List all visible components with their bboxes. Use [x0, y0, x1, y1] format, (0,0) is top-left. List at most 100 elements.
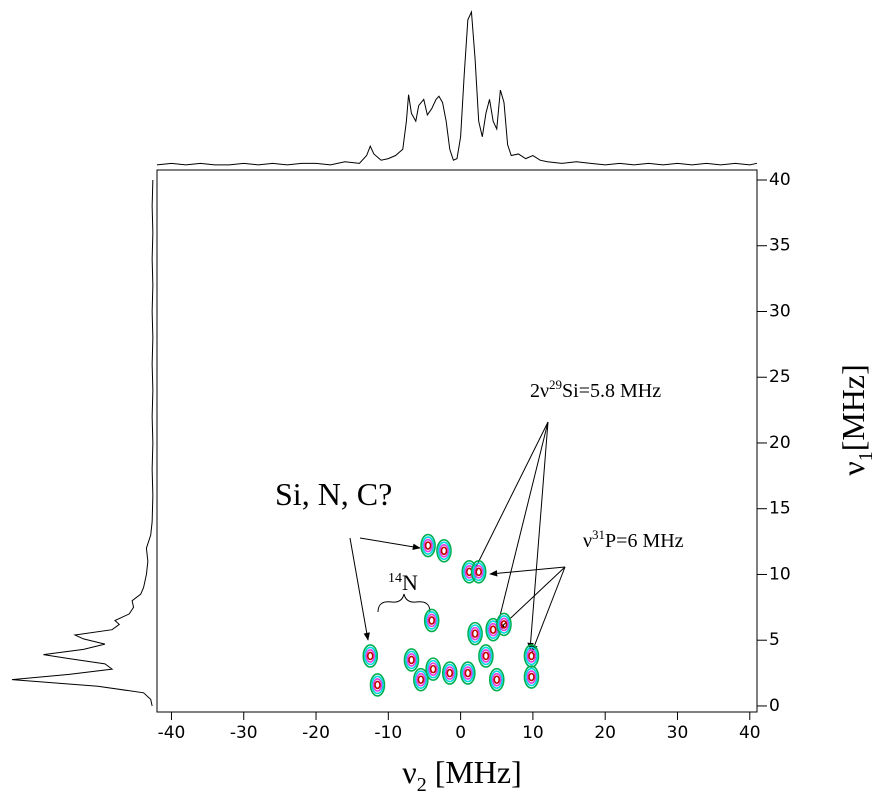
x-tick-label: -40: [158, 723, 186, 743]
arrows: [349, 421, 566, 653]
contour-line: [497, 615, 511, 634]
y-tick-label: 20: [769, 433, 791, 453]
contour-peaks: [362, 533, 540, 697]
x-label-symbol: ν: [402, 754, 416, 790]
annotation-text: Si, N, C?: [275, 476, 392, 512]
arrow: [495, 421, 549, 629]
contour-line: [499, 617, 509, 632]
contour-line: [528, 672, 535, 682]
y-tick-label: 15: [769, 499, 791, 519]
contour-line: [408, 655, 415, 665]
contour-line: [428, 662, 438, 676]
contour-line: [369, 673, 386, 697]
contour-line: [493, 675, 501, 684]
contour-line: [471, 629, 479, 638]
contour-line: [440, 546, 448, 556]
contour-line: [423, 608, 440, 633]
contour-line: [470, 560, 487, 584]
contour-line: [467, 621, 483, 646]
contour-line: [374, 680, 381, 690]
x-tick-label: 20: [594, 723, 616, 743]
contour-line: [426, 659, 440, 679]
contour-line: [405, 650, 418, 670]
contour-line: [473, 565, 484, 579]
contour-line: [475, 567, 482, 577]
contour-line: [417, 675, 425, 684]
contour-line: [482, 651, 490, 661]
annotation-superscript: 31: [592, 527, 605, 542]
y-tick-label: 35: [769, 236, 791, 256]
contour-line: [443, 663, 457, 683]
contour-line: [478, 644, 494, 668]
y-label-unit: [MHz]: [835, 364, 871, 451]
brace: [377, 593, 431, 613]
annotation: ν31P=6 MHz: [583, 527, 684, 552]
contour-line: [523, 644, 540, 668]
contour-line: [362, 644, 379, 668]
annotation-text: 2ν: [530, 380, 549, 402]
annotation: 14N: [388, 570, 418, 595]
y-axis-label: ν1[MHz]: [835, 364, 877, 476]
top-projection: [156, 10, 758, 166]
contour-line: [416, 672, 426, 687]
y-tick-label: 5: [769, 630, 780, 650]
arrow: [489, 566, 566, 577]
contour-line: [463, 666, 473, 680]
y-tick-label: 10: [769, 564, 791, 584]
y-tick-label: 40: [769, 170, 791, 190]
contour-line: [425, 611, 438, 630]
contour-line: [425, 657, 441, 681]
contour-line: [468, 624, 482, 643]
x-tick-label: -10: [374, 723, 402, 743]
x-label-subscript: 2: [417, 774, 427, 794]
contour-line: [372, 678, 383, 692]
contour-line: [365, 649, 376, 663]
contour-line: [403, 648, 420, 672]
contour-line: [488, 667, 505, 692]
contour-line: [446, 668, 454, 678]
annotation-text: ν: [583, 530, 592, 552]
contour-line: [441, 661, 458, 685]
arrow: [349, 537, 370, 641]
arrow: [471, 421, 549, 576]
contour-line: [496, 612, 512, 637]
x-tick-label: -30: [230, 723, 258, 743]
contour-line: [406, 653, 417, 667]
annotation-superscript: 14: [388, 571, 402, 586]
contour-line: [525, 646, 538, 666]
contour-line: [479, 646, 493, 666]
contour-line: [481, 649, 491, 663]
contour-line: [489, 625, 497, 634]
contour-line: [460, 661, 476, 685]
contour-line: [423, 538, 433, 553]
contour-line: [421, 536, 435, 555]
contour-line: [500, 620, 508, 629]
contour-line: [413, 667, 429, 692]
y-tick-label: 0: [769, 696, 780, 716]
contour-line: [490, 670, 504, 689]
contour-line: [444, 666, 455, 680]
left-projection: [11, 179, 154, 707]
contour-line: [461, 663, 475, 683]
contour-line: [470, 626, 480, 641]
x-tick-label: -20: [302, 723, 330, 743]
annotation-text: P=6 MHz: [605, 530, 684, 552]
contour-line: [525, 667, 538, 687]
arrow: [359, 537, 421, 550]
x-axis-label: ν2 [MHz]: [402, 754, 522, 794]
arrow: [527, 421, 549, 651]
x-tick-label: 30: [667, 723, 689, 743]
x-tick-label: 40: [739, 723, 761, 743]
annotation-superscript: 29: [549, 377, 562, 392]
contour-line: [437, 541, 451, 561]
contour-line: [436, 538, 452, 563]
contour-line: [363, 646, 377, 666]
y-tick-label: 30: [769, 301, 791, 321]
contour-line: [428, 616, 435, 625]
annotation: Si, N, C?: [275, 476, 392, 512]
contour-line: [526, 670, 537, 684]
contour-line: [420, 533, 436, 558]
annotation-text: N: [402, 570, 418, 595]
contour-line: [464, 668, 472, 678]
